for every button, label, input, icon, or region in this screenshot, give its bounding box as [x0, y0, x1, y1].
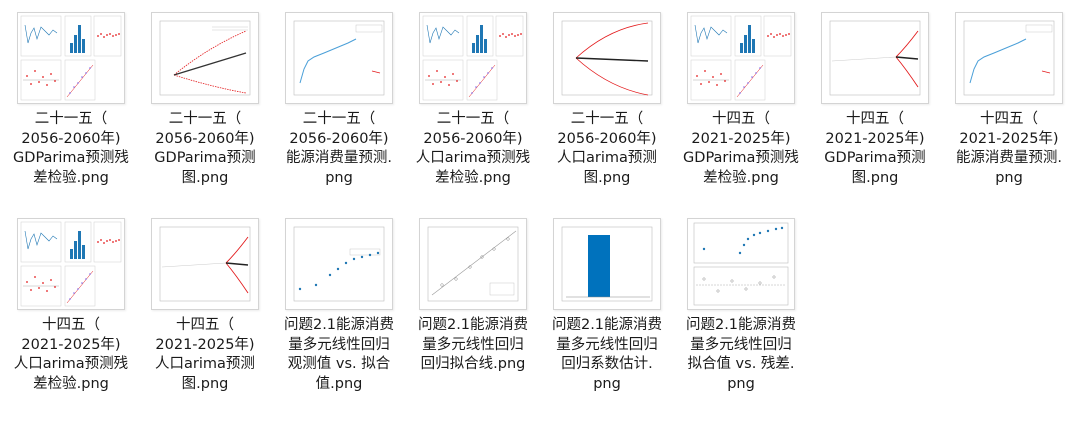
file-thumbnail[interactable]: [285, 12, 393, 104]
file-thumbnail[interactable]: [17, 12, 125, 104]
file-name-label[interactable]: 二十一五（ 2056-2060年) 人口arima预测残 差检验.png: [415, 111, 531, 186]
file-thumbnail[interactable]: [17, 218, 125, 310]
thumbnail-image: [690, 15, 792, 101]
file-name-label[interactable]: 二十一五（ 2056-2060年) GDParima预测 图.png: [154, 111, 256, 186]
file-name-label[interactable]: 问题2.1能源消费 量多元线性回归 回归拟合线.png: [417, 317, 529, 372]
file-thumbnail[interactable]: [285, 218, 393, 310]
thumbnail-image: [159, 20, 251, 96]
thumbnail-image: [963, 20, 1055, 96]
thumbnail-image: [20, 15, 122, 101]
thumbnail-image: [693, 222, 789, 306]
file-name-label[interactable]: 问题2.1能源消费 量多元线性回归 观测值 vs. 拟合 值.png: [283, 317, 395, 392]
file-item[interactable]: 十四五（ 2021-2025年) GDParima预测 图.png: [808, 12, 942, 188]
file-name-label[interactable]: 二十一五（ 2056-2060年) 人口arima预测 图.png: [557, 111, 657, 186]
file-item[interactable]: 十四五（ 2021-2025年) 人口arima预测残 差检验.png: [4, 218, 138, 394]
file-item[interactable]: 问题2.1能源消费 量多元线性回归 回归系数估计. png: [540, 218, 674, 394]
file-name-label[interactable]: 问题2.1能源消费 量多元线性回归 拟合值 vs. 残差. png: [685, 317, 797, 392]
file-name-label[interactable]: 二十一五（ 2056-2060年) GDParima预测残 差检验.png: [13, 111, 129, 186]
file-item[interactable]: 二十一五（ 2056-2060年) 人口arima预测残 差检验.png: [406, 12, 540, 188]
file-name-label[interactable]: 十四五（ 2021-2025年) GDParima预测残 差检验.png: [683, 111, 799, 186]
file-name-label[interactable]: 十四五（ 2021-2025年) GDParima预测 图.png: [824, 111, 926, 186]
file-item[interactable]: 问题2.1能源消费 量多元线性回归 回归拟合线.png: [406, 218, 540, 375]
file-item[interactable]: 二十一五（ 2056-2060年) GDParima预测残 差检验.png: [4, 12, 138, 188]
file-thumbnail[interactable]: [687, 218, 795, 310]
thumbnail-image: [561, 20, 653, 96]
file-name-label[interactable]: 问题2.1能源消费 量多元线性回归 回归系数估计. png: [551, 317, 663, 392]
file-item[interactable]: 二十一五（ 2056-2060年) 人口arima预测 图.png: [540, 12, 674, 188]
file-item[interactable]: 二十一五（ 2056-2060年) 能源消费量预测. png: [272, 12, 406, 188]
thumbnail-image: [293, 226, 385, 302]
file-thumbnail[interactable]: [419, 12, 527, 104]
file-thumbnail[interactable]: [687, 12, 795, 104]
thumbnail-image: [427, 226, 519, 302]
file-name-label[interactable]: 十四五（ 2021-2025年) 能源消费量预测. png: [955, 111, 1063, 186]
file-item[interactable]: 问题2.1能源消费 量多元线性回归 观测值 vs. 拟合 值.png: [272, 218, 406, 394]
file-name-label[interactable]: 十四五（ 2021-2025年) 人口arima预测残 差检验.png: [13, 317, 129, 392]
file-item[interactable]: 十四五（ 2021-2025年) 人口arima预测 图.png: [138, 218, 272, 394]
thumbnail-image: [829, 20, 921, 96]
file-item[interactable]: 十四五（ 2021-2025年) GDParima预测残 差检验.png: [674, 12, 808, 188]
thumbnail-image: [20, 221, 122, 307]
file-name-label[interactable]: 二十一五（ 2056-2060年) 能源消费量预测. png: [285, 111, 393, 186]
file-item[interactable]: 二十一五（ 2056-2060年) GDParima预测 图.png: [138, 12, 272, 188]
file-thumbnail[interactable]: [419, 218, 527, 310]
file-thumbnail[interactable]: [553, 218, 661, 310]
thumbnail-image: [422, 15, 524, 101]
file-thumbnail[interactable]: [821, 12, 929, 104]
file-item[interactable]: 十四五（ 2021-2025年) 能源消费量预测. png: [942, 12, 1074, 188]
thumbnail-image: [293, 20, 385, 96]
file-thumbnail[interactable]: [151, 218, 259, 310]
file-thumbnail[interactable]: [955, 12, 1063, 104]
file-thumbnail[interactable]: [151, 12, 259, 104]
file-name-label[interactable]: 十四五（ 2021-2025年) 人口arima预测 图.png: [155, 317, 255, 392]
file-thumbnail[interactable]: [553, 12, 661, 104]
thumbnail-image: [561, 226, 653, 302]
file-item[interactable]: 问题2.1能源消费 量多元线性回归 拟合值 vs. 残差. png: [674, 218, 808, 394]
thumbnail-image: [159, 226, 251, 302]
